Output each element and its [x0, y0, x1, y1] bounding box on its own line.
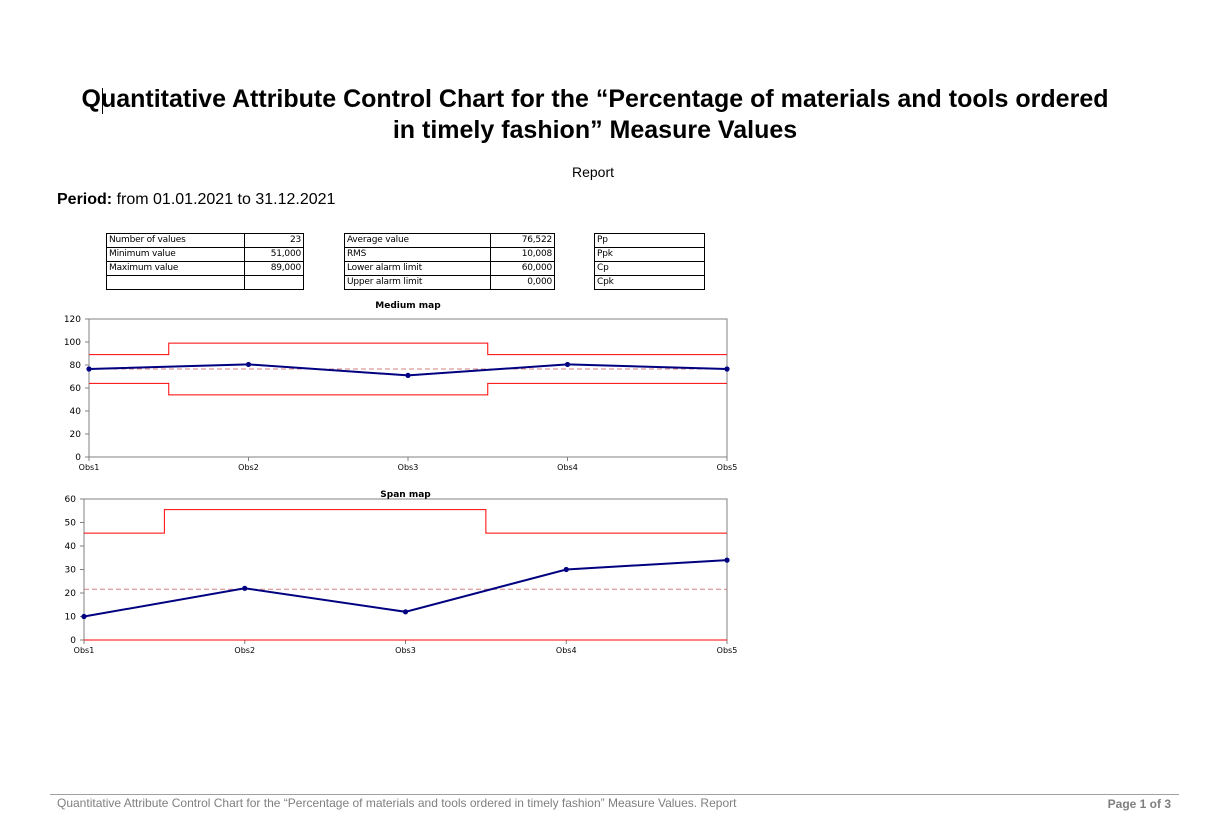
page-number: Page 1 of 3: [1107, 797, 1171, 811]
y-tick-label: 100: [64, 338, 81, 348]
data-point: [245, 361, 252, 368]
data-point: [563, 566, 569, 573]
y-tick-label: 40: [70, 407, 82, 417]
x-tick-label: Obs3: [398, 463, 419, 472]
chart-title: Span map: [380, 490, 431, 500]
stat-label: Maximum value: [106, 261, 245, 276]
data-point: [402, 609, 409, 615]
report-subtitle: Report: [571, 164, 615, 180]
table-row: Cpk: [594, 275, 705, 290]
stat-label: Number of values: [106, 233, 245, 248]
stat-value: 23: [243, 233, 305, 248]
x-tick-label: Obs4: [556, 646, 577, 655]
stat-label: RMS: [344, 247, 491, 262]
x-tick-label: Obs3: [395, 646, 416, 655]
table-row: RMS 10,008: [344, 247, 556, 262]
table-row: Average value 76,522: [344, 233, 556, 248]
x-tick-label: Obs1: [79, 463, 100, 472]
lower-limit-line: [89, 382, 727, 396]
data-point: [564, 361, 571, 368]
footer-text: Quantitative Attribute Control Chart for…: [57, 796, 737, 810]
stats-table-capability: Pp Ppk Cp Cpk: [594, 233, 705, 290]
plot-area: [88, 318, 728, 458]
y-tick-label: 10: [65, 613, 77, 623]
table-row: Lower alarm limit 60,000: [344, 261, 556, 276]
x-tick-label: Obs2: [238, 463, 259, 472]
data-point: [81, 613, 87, 620]
stat-label: Average value: [344, 233, 491, 248]
chart-title: Medium map: [375, 301, 441, 311]
stat-value: 60,000: [489, 261, 556, 276]
period-value: from 01.01.2021 to 31.12.2021: [116, 191, 336, 208]
upper-limit-line: [84, 509, 727, 534]
x-tick-label: Obs5: [717, 646, 738, 655]
y-tick-label: 0: [75, 453, 81, 463]
stat-label: Ppk: [594, 247, 705, 262]
upper-limit-line: [89, 342, 727, 356]
stat-value: 89,000: [243, 261, 305, 276]
plot-area: [83, 498, 728, 641]
x-tick-label: Obs4: [557, 463, 578, 472]
y-tick-label: 60: [70, 384, 82, 394]
data-point: [86, 366, 92, 372]
y-tick-label: 20: [70, 430, 82, 440]
y-tick-label: 30: [65, 566, 77, 576]
stat-label: Minimum value: [106, 247, 245, 262]
x-tick-label: Obs1: [74, 646, 95, 655]
stat-label: Pp: [594, 233, 705, 248]
table-row: Upper alarm limit 0,000: [344, 275, 556, 290]
stats-table-average: Average value 76,522 RMS 10,008 Lower alar…: [344, 233, 556, 290]
x-tick-label: Obs2: [234, 646, 255, 655]
table-row: Ppk: [594, 247, 705, 262]
y-tick-label: 20: [65, 589, 77, 599]
y-tick-label: 80: [70, 361, 82, 371]
stat-value: 10,008: [489, 247, 556, 262]
table-row: Cp: [594, 261, 705, 276]
data-point: [242, 585, 248, 591]
stat-value: [243, 275, 305, 290]
table-row: Maximum value 89,000: [106, 261, 305, 276]
data-point: [405, 372, 411, 378]
stat-value: 0,000: [489, 275, 556, 290]
y-tick-label: 120: [64, 315, 81, 325]
span-map-chart: Span map 0 10 20 30 40 50 60 Obs1 Obs2 Obs3 Obs4 Obs…: [65, 490, 738, 655]
page-title: Quantitative Attribute Control Chart for…: [81, 85, 1109, 144]
stat-value: 51,000: [243, 247, 305, 262]
table-row: [106, 275, 305, 290]
medium-map-chart: Medium map 0 20 40 60 80 100 120 Obs1 Obs2 Obs3 Obs…: [64, 301, 738, 472]
text-cursor: [102, 88, 103, 114]
period-label: Period:: [57, 191, 113, 208]
series-line: [83, 559, 728, 618]
stat-label: Upper alarm limit: [344, 275, 491, 290]
period-line: Period: from 01.01.2021 to 31.12.2021: [57, 191, 335, 209]
footer-divider: [50, 794, 1179, 795]
stat-label: [106, 275, 245, 290]
y-tick-label: 50: [65, 519, 77, 529]
stat-label: Cp: [594, 261, 705, 276]
data-point: [724, 366, 730, 372]
y-tick-label: 0: [70, 636, 76, 646]
stat-label: Cpk: [594, 275, 705, 290]
stat-label: Lower alarm limit: [344, 261, 491, 276]
table-row: Number of values 23: [106, 233, 305, 248]
stats-table-basic: Number of values 23 Minimum value 51,000 M…: [106, 233, 305, 290]
stat-value: 76,522: [489, 233, 556, 248]
y-tick-label: 60: [65, 495, 77, 505]
y-tick-label: 40: [65, 542, 77, 552]
table-row: Pp: [594, 233, 705, 248]
data-point: [724, 557, 730, 563]
x-tick-label: Obs5: [717, 463, 738, 472]
table-row: Minimum value 51,000: [106, 247, 305, 262]
